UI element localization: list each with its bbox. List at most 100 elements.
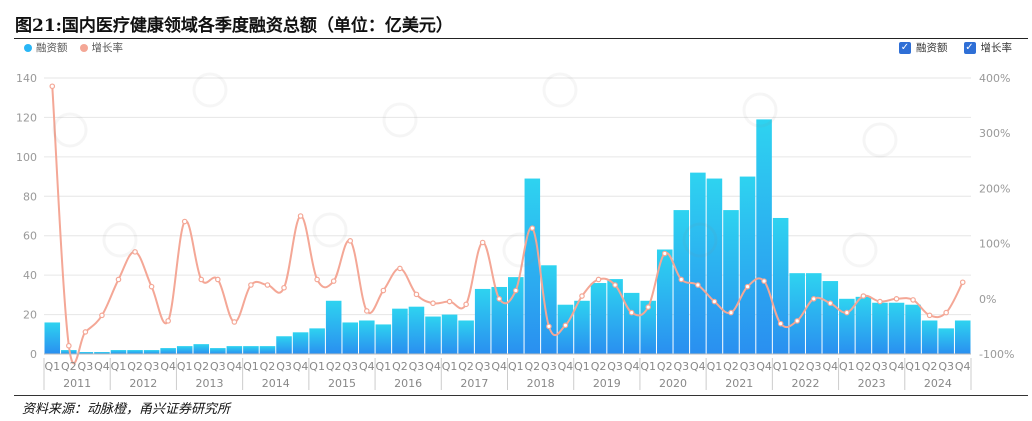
line-point xyxy=(595,276,602,283)
line-point xyxy=(728,309,734,316)
line-point xyxy=(215,276,221,283)
source-note: 资料来源：动脉橙，甬兴证券研究所 xyxy=(22,402,231,417)
checkbox-line-label: 增长率 xyxy=(980,42,1013,54)
line-point xyxy=(496,295,503,302)
bar xyxy=(441,314,458,354)
watermark-mark xyxy=(52,112,88,148)
line-point xyxy=(115,276,122,283)
year-label: 2021 xyxy=(725,377,753,390)
watermark-mark xyxy=(502,232,538,268)
checkbox-checked-icon[interactable]: ✓ xyxy=(963,41,976,54)
source-rule xyxy=(14,395,1028,396)
checkbox-legend: ✓ 融资额 ✓ 增长率 xyxy=(899,40,1012,55)
line-point xyxy=(645,304,652,310)
x-tick-label: Q2 xyxy=(61,360,77,373)
line-point xyxy=(82,329,89,335)
bar xyxy=(921,320,938,354)
bar xyxy=(789,273,805,354)
x-tick-label: Q2 xyxy=(856,360,872,373)
line-point xyxy=(264,282,271,288)
x-tick-label: Q3 xyxy=(872,360,888,373)
x-tick-label: Q1 xyxy=(309,360,325,373)
line-point xyxy=(943,309,949,316)
x-tick-label: Q2 xyxy=(260,360,276,373)
bar xyxy=(325,300,342,354)
chart-title: 图21:国内医疗健康领域各季度融资总额（单位：亿美元） xyxy=(15,16,453,36)
left-tick-label: 80 xyxy=(23,190,37,203)
line-point xyxy=(347,238,354,244)
line-point xyxy=(579,293,585,299)
bar xyxy=(690,172,706,354)
watermark-mark xyxy=(682,222,718,258)
bar xyxy=(110,350,127,354)
line-point xyxy=(66,342,72,349)
right-axis: -100% 0% 100% 200% 300% 400% xyxy=(979,72,1014,361)
bar xyxy=(292,332,309,354)
legend-item-line[interactable]: 增长率 xyxy=(79,40,123,55)
x-tick-label: Q4 xyxy=(822,360,838,373)
bar xyxy=(524,178,541,354)
line-point xyxy=(314,276,320,283)
legend-bar-dot-icon xyxy=(24,43,32,52)
bar xyxy=(77,352,94,354)
line-point xyxy=(744,283,751,290)
line-point xyxy=(612,282,618,288)
line-point xyxy=(678,276,685,283)
year-label: 2011 xyxy=(63,377,91,390)
bar xyxy=(342,322,359,354)
left-tick-label: 0 xyxy=(30,348,37,361)
bar xyxy=(888,302,905,354)
checkbox-bar-label: 融资额 xyxy=(916,42,948,54)
x-tick-label: Q1 xyxy=(177,360,193,373)
right-tick-label: -100% xyxy=(979,348,1014,361)
checkbox-item-bar[interactable]: ✓ 融资额 xyxy=(899,40,948,55)
line-point xyxy=(695,282,701,288)
bar xyxy=(590,283,607,354)
x-tick-label: Q3 xyxy=(78,360,94,373)
x-tick-label: Q1 xyxy=(111,360,127,373)
bar xyxy=(756,119,772,355)
bar xyxy=(723,210,739,354)
checkbox-checked-icon[interactable]: ✓ xyxy=(899,41,911,54)
bar xyxy=(425,316,441,354)
x-tick-label: Q4 xyxy=(227,360,243,373)
x-tick-label: Q1 xyxy=(376,360,392,373)
bar xyxy=(805,273,822,354)
line-point xyxy=(860,293,867,299)
line-point xyxy=(893,295,900,302)
legend-item-bar[interactable]: 融资额 xyxy=(24,40,68,55)
watermark-mark xyxy=(862,122,898,158)
x-tick-label: Q2 xyxy=(922,360,938,373)
line-point xyxy=(380,287,387,294)
bar xyxy=(160,348,176,354)
x-tick-label: Q2 xyxy=(524,360,540,373)
line-point xyxy=(877,298,883,305)
x-tick-label: Q4 xyxy=(889,360,905,373)
x-tick-label: Q2 xyxy=(657,360,673,373)
x-tick-label: Q2 xyxy=(127,360,143,373)
year-label: 2020 xyxy=(659,377,687,390)
bar xyxy=(392,308,408,354)
x-tick-label: Q1 xyxy=(640,360,656,373)
year-label: 2022 xyxy=(791,377,819,390)
line-point xyxy=(446,298,453,305)
line-point xyxy=(165,318,171,324)
bar xyxy=(127,350,143,354)
bar xyxy=(640,300,656,354)
left-tick-label: 60 xyxy=(23,230,37,243)
x-tick-label: Q2 xyxy=(392,360,408,373)
x-tick-label: Q1 xyxy=(839,360,855,373)
line-point xyxy=(661,250,668,257)
chart-canvas: 0 20 40 60 80 100 120 140 -100% 0% 100% 200% 300% 40… xyxy=(16,72,1014,390)
line-point xyxy=(413,291,420,298)
year-label: 2023 xyxy=(858,377,886,390)
x-tick-label: Q3 xyxy=(673,360,689,373)
x-tick-label: Q4 xyxy=(756,360,772,373)
line-point xyxy=(777,320,784,327)
bar xyxy=(656,249,673,354)
x-tick-label: Q2 xyxy=(591,360,607,373)
checkbox-item-line[interactable]: ✓ 增长率 xyxy=(963,40,1013,55)
x-tick-label: Q4 xyxy=(94,360,110,373)
line-point xyxy=(761,278,767,284)
line-point xyxy=(281,284,287,291)
